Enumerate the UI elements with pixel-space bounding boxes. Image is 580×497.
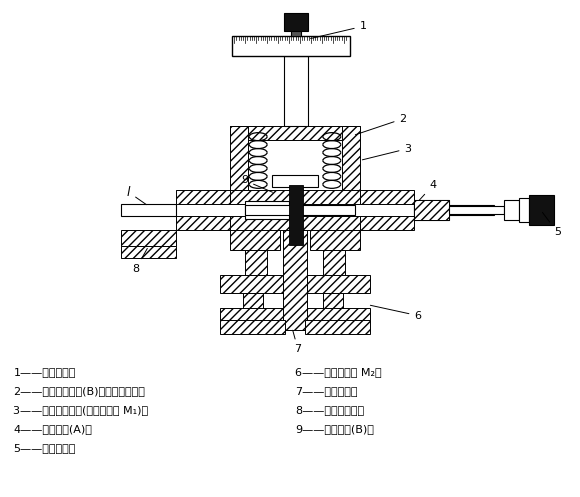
Text: 1——测微计头；: 1——测微计头； [13, 367, 76, 377]
Bar [529, 195, 554, 225]
Text: 1: 1 [311, 21, 367, 39]
Bar [220, 320, 285, 333]
Bar [232, 36, 350, 56]
Bar [519, 198, 529, 222]
Bar [230, 216, 360, 230]
Bar [230, 230, 280, 250]
Bar [414, 205, 494, 215]
Text: 8: 8 [132, 248, 147, 274]
Bar [342, 126, 360, 190]
Bar [450, 206, 504, 214]
Text: 2——连接可调电极(B)的金属波纹管；: 2——连接可调电极(B)的金属波纹管； [13, 386, 145, 396]
Bar [243, 293, 263, 313]
Text: 6——微调电容器 M₂；: 6——微调电容器 M₂； [295, 367, 382, 377]
Bar [230, 126, 360, 140]
Bar [121, 246, 176, 258]
Bar [230, 190, 360, 204]
Bar [176, 190, 230, 204]
Bar [220, 275, 285, 293]
Text: l: l [127, 186, 146, 205]
Bar [121, 230, 176, 246]
Bar [360, 216, 414, 230]
Bar [305, 320, 369, 333]
Bar [323, 250, 345, 280]
Bar [323, 293, 343, 313]
Text: 9: 9 [241, 175, 273, 192]
Bar [414, 200, 450, 220]
Bar [305, 275, 369, 293]
Bar [245, 205, 355, 215]
Text: 7——接检测器；: 7——接检测器； [295, 386, 357, 396]
Text: 5: 5 [542, 212, 561, 237]
Bar [504, 200, 519, 220]
Bar [121, 204, 176, 216]
Bar [230, 126, 248, 190]
Text: 8——接到电路上；: 8——接到电路上； [295, 405, 364, 415]
Bar [176, 204, 414, 216]
Bar [289, 185, 303, 245]
Text: 3——放试样的空间(试样电容器 M₁)；: 3——放试样的空间(试样电容器 M₁)； [13, 405, 148, 415]
Text: 5——测微计头；: 5——测微计头； [13, 443, 76, 453]
Text: 4——固定电极(A)；: 4——固定电极(A)； [13, 424, 92, 434]
Bar [272, 175, 318, 187]
Bar [414, 200, 450, 220]
Text: 9——可调电极(B)。: 9——可调电极(B)。 [295, 424, 374, 434]
Text: 6: 6 [371, 305, 422, 321]
Bar [176, 216, 230, 230]
Bar [220, 308, 285, 322]
Bar [245, 250, 267, 280]
Bar [291, 31, 301, 36]
Bar [284, 56, 308, 126]
Bar [305, 308, 369, 322]
Text: 2: 2 [356, 114, 407, 135]
Text: 7: 7 [293, 330, 302, 354]
Bar [360, 190, 414, 204]
Bar [245, 201, 289, 219]
Bar [284, 13, 308, 31]
Bar [283, 230, 307, 330]
Text: 3: 3 [362, 144, 411, 160]
Bar [310, 230, 360, 250]
Text: 4: 4 [419, 180, 437, 200]
